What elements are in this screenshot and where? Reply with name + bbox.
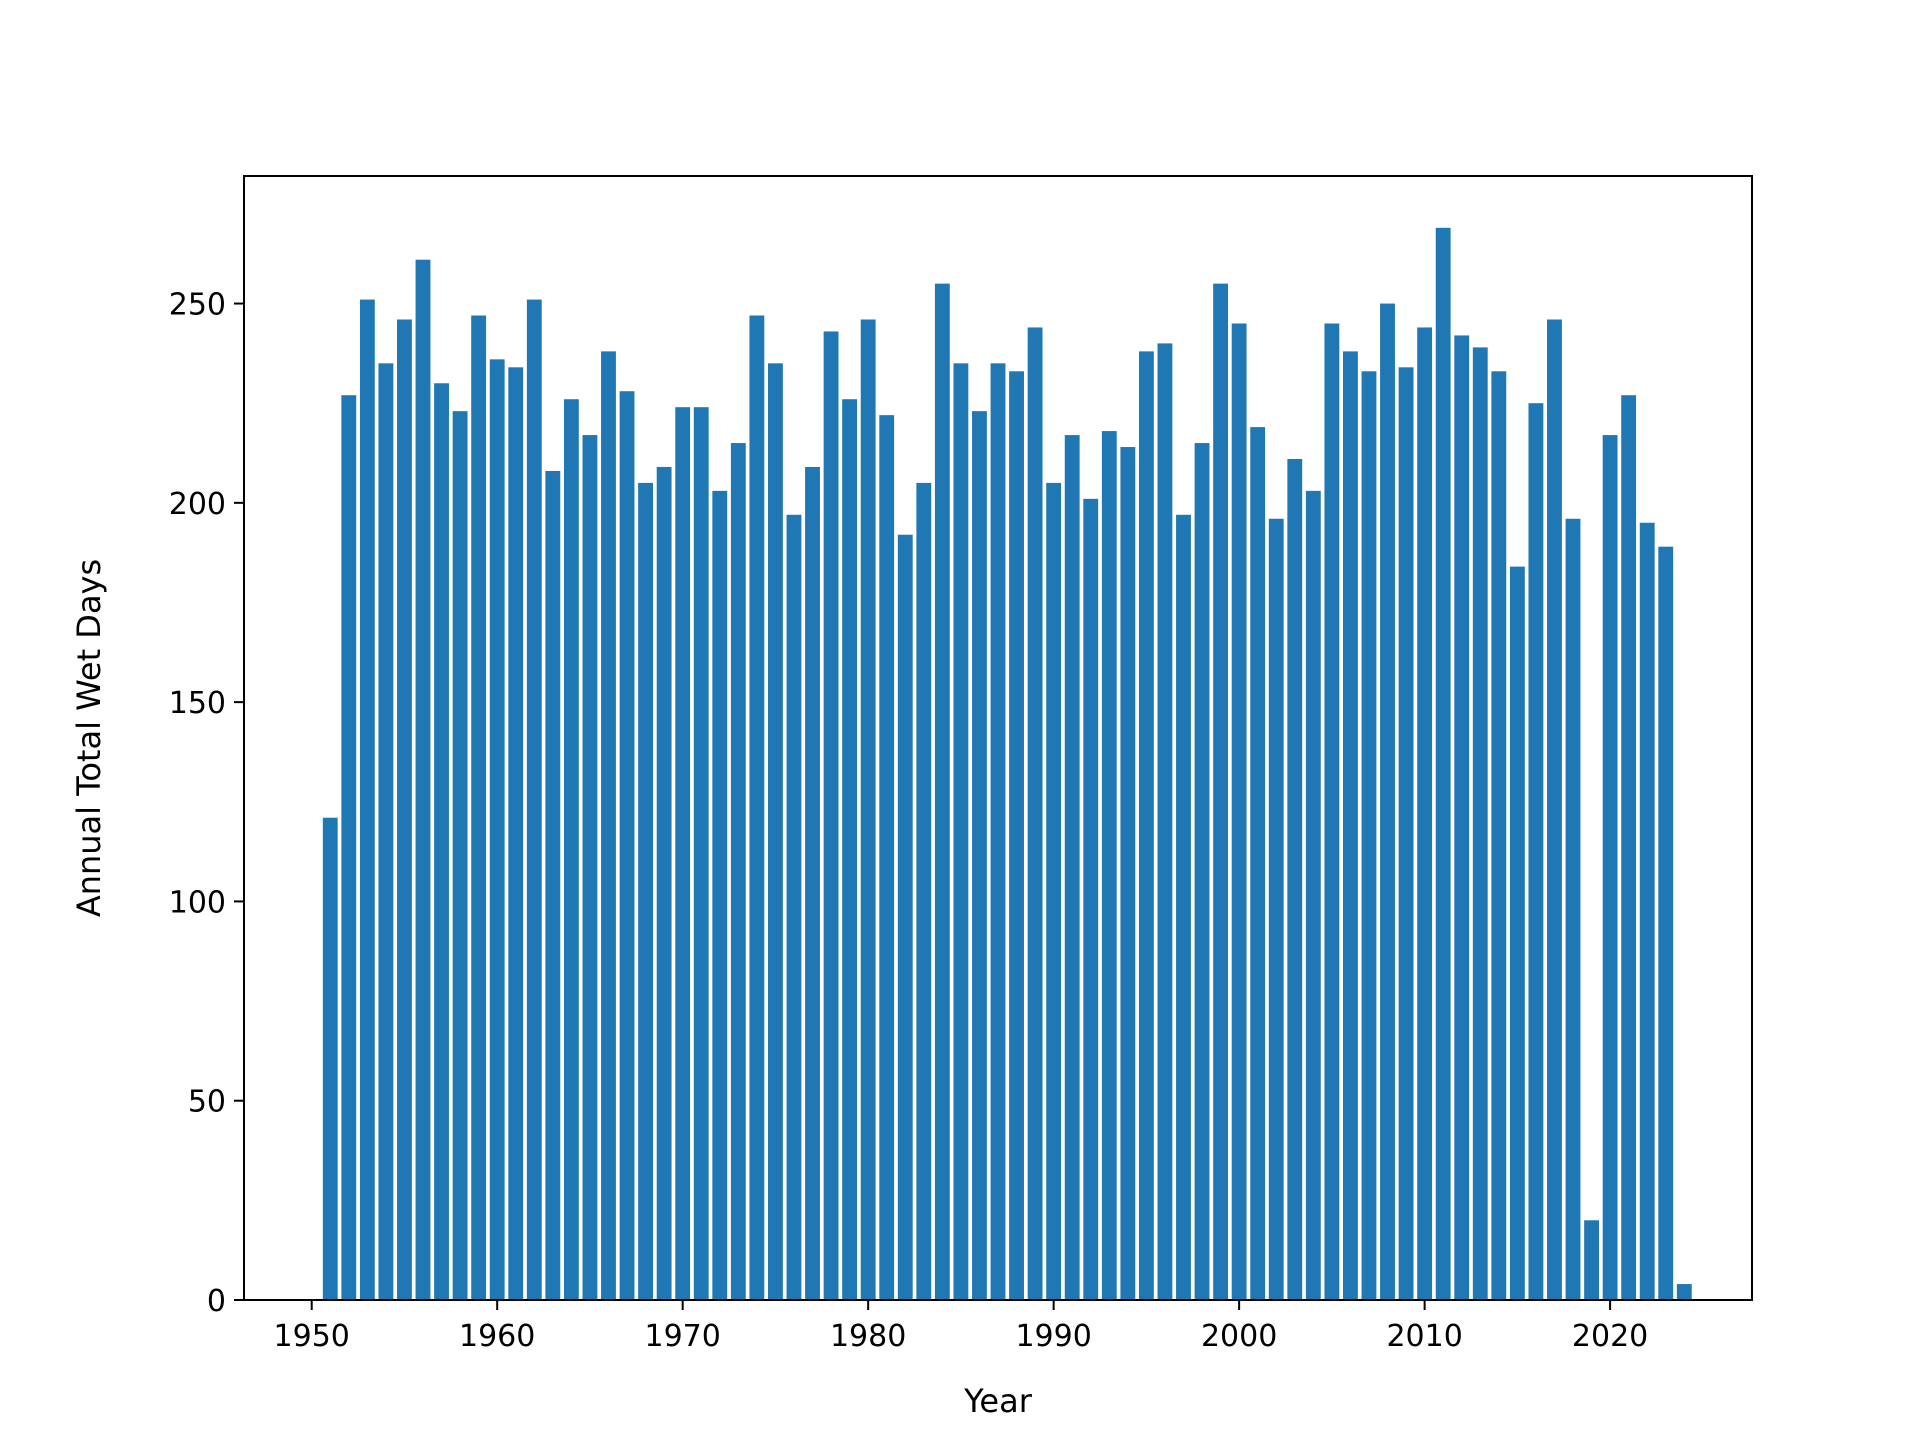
- x-tick-label-1960: 1960: [459, 1319, 535, 1354]
- bar-1951: [322, 817, 338, 1300]
- bar-2000: [1231, 323, 1247, 1301]
- y-tick-label-100: 100: [169, 885, 226, 920]
- bar-2008: [1380, 303, 1395, 1300]
- bar-2006: [1343, 351, 1358, 1300]
- bar-1982: [897, 534, 913, 1300]
- y-tick-label-200: 200: [169, 487, 226, 522]
- bar-2023: [1658, 546, 1674, 1300]
- bar-1955: [397, 319, 412, 1300]
- bar-2003: [1287, 458, 1303, 1300]
- bar-1974: [749, 315, 765, 1300]
- bars-group: [322, 227, 1692, 1301]
- bar-2019: [1584, 1220, 1599, 1300]
- x-tick-label-1980: 1980: [830, 1319, 906, 1354]
- bar-2009: [1398, 367, 1414, 1300]
- bar-1980: [860, 319, 876, 1300]
- bar-1992: [1083, 498, 1099, 1301]
- bar-1984: [934, 283, 950, 1300]
- bar-2016: [1528, 403, 1544, 1300]
- bar-2021: [1621, 395, 1637, 1301]
- bar-1989: [1027, 327, 1043, 1301]
- bar-1965: [582, 435, 598, 1301]
- x-tick-label-2020: 2020: [1572, 1319, 1648, 1354]
- bar-1991: [1064, 435, 1080, 1301]
- y-axis: 0 50 100 150 200 250: [169, 288, 244, 1319]
- bar-2010: [1417, 327, 1433, 1301]
- bar-1957: [434, 383, 449, 1300]
- bar-2001: [1250, 427, 1266, 1300]
- bar-1976: [786, 514, 802, 1300]
- x-tick-label-2000: 2000: [1201, 1319, 1277, 1354]
- bar-1963: [545, 470, 561, 1300]
- bar-1960: [489, 359, 505, 1301]
- bar-1952: [341, 395, 357, 1301]
- bar-2022: [1639, 522, 1655, 1300]
- bar-1999: [1213, 283, 1228, 1300]
- bar-1962: [526, 299, 542, 1300]
- y-tick-label-150: 150: [169, 686, 226, 721]
- bar-1977: [805, 466, 820, 1301]
- bar-2017: [1547, 319, 1562, 1300]
- bar-2014: [1491, 371, 1507, 1300]
- bar-2013: [1472, 347, 1488, 1300]
- x-tick-label-1950: 1950: [274, 1319, 350, 1354]
- bar-1964: [563, 399, 579, 1301]
- bar-1968: [638, 482, 653, 1300]
- bar-2018: [1565, 518, 1581, 1300]
- bar-2011: [1435, 227, 1451, 1300]
- bar-1969: [656, 466, 672, 1301]
- bar-1961: [508, 367, 524, 1300]
- bar-2004: [1305, 490, 1321, 1300]
- bar-1993: [1101, 431, 1117, 1301]
- bar-1998: [1194, 443, 1210, 1300]
- bar-1959: [471, 315, 487, 1300]
- bar-2002: [1268, 518, 1284, 1300]
- bar-1975: [768, 363, 783, 1301]
- bar-1972: [712, 490, 728, 1300]
- bar-1988: [1009, 371, 1024, 1300]
- bar-1956: [415, 259, 431, 1301]
- x-tick-label-1990: 1990: [1015, 1319, 1091, 1354]
- bar-1978: [823, 331, 839, 1300]
- bar-1986: [972, 411, 987, 1300]
- bar-2020: [1602, 435, 1618, 1301]
- bar-2005: [1324, 323, 1340, 1301]
- bar-2024: [1676, 1284, 1692, 1300]
- bar-1985: [953, 363, 969, 1301]
- bar-1981: [879, 415, 895, 1300]
- plot-frame: [243, 175, 1753, 1301]
- bar-1954: [378, 363, 394, 1301]
- x-axis: 1950 1960 1970 1980 1990 2000 2010 2020: [274, 1300, 1648, 1354]
- bar-1995: [1138, 351, 1154, 1300]
- bar-2007: [1361, 371, 1377, 1300]
- bar-1997: [1176, 514, 1191, 1300]
- bar-1971: [693, 407, 709, 1300]
- bar-1983: [916, 482, 932, 1300]
- bar-1958: [452, 411, 468, 1300]
- bar-2015: [1509, 566, 1525, 1300]
- bar-1970: [675, 407, 691, 1300]
- bar-1987: [990, 363, 1006, 1301]
- x-tick-label-2010: 2010: [1386, 1319, 1462, 1354]
- y-axis-label: Annual Total Wet Days: [70, 559, 108, 917]
- bar-1990: [1046, 482, 1062, 1300]
- bar-1996: [1157, 343, 1173, 1300]
- bar-2012: [1454, 335, 1470, 1300]
- x-tick-label-1970: 1970: [644, 1319, 720, 1354]
- y-tick-label-250: 250: [169, 288, 226, 323]
- y-tick-label-50: 50: [188, 1085, 226, 1120]
- bar-1973: [730, 443, 746, 1300]
- bar-1953: [359, 299, 375, 1300]
- bar-1966: [601, 351, 616, 1300]
- x-axis-label: Year: [963, 1382, 1033, 1420]
- bar-1994: [1120, 447, 1136, 1300]
- bar-1967: [619, 391, 635, 1301]
- y-tick-label-0: 0: [207, 1284, 226, 1319]
- bar-1979: [842, 399, 858, 1301]
